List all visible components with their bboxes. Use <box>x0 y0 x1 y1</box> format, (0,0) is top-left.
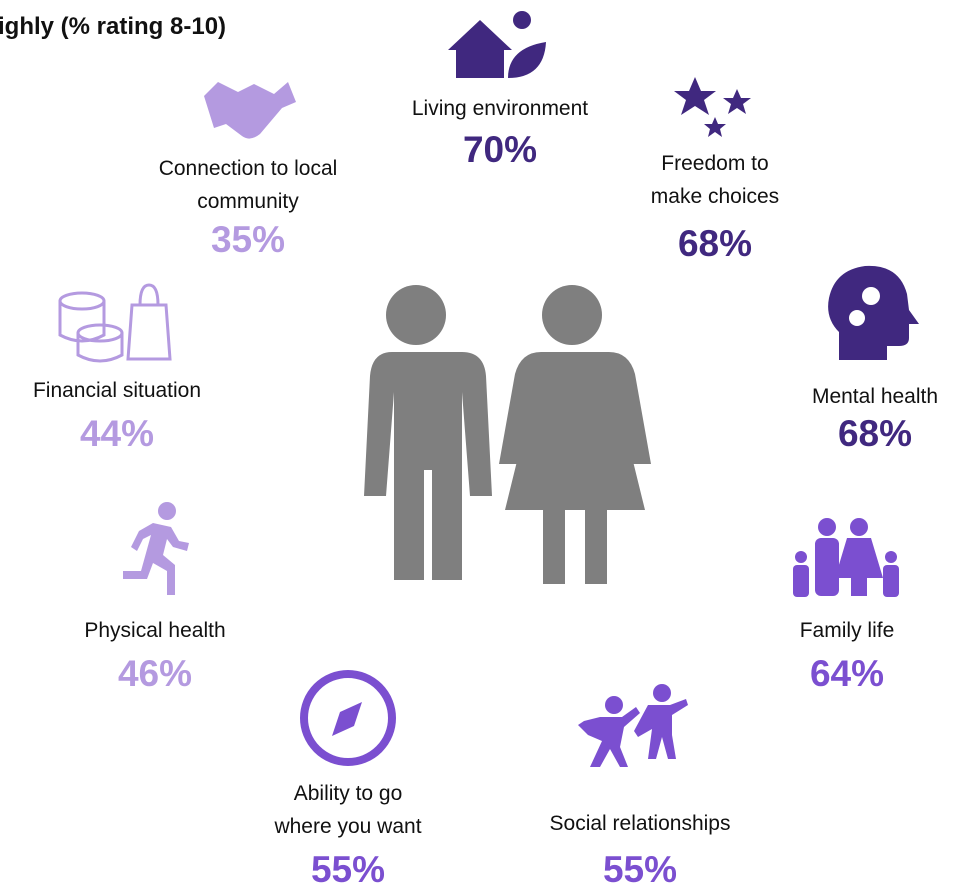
item: Ability to go where you want 55% <box>273 674 421 890</box>
infographic: ighly (% rating 8-10) Living environment… <box>0 0 956 896</box>
item-label: where you want <box>273 815 421 838</box>
item: Connection to local community 35% <box>159 82 338 260</box>
item-value: 35% <box>211 219 285 260</box>
item-label: Social relationships <box>550 812 731 835</box>
item-value: 64% <box>810 653 884 694</box>
item: Physical health 46% <box>84 502 225 694</box>
item-value: 68% <box>678 223 752 264</box>
item: Social relationships 55% <box>550 684 731 890</box>
icon <box>204 82 296 139</box>
icon <box>578 684 688 767</box>
item: Family life 64% <box>793 518 899 694</box>
item-label: Ability to go <box>294 782 403 805</box>
icon <box>828 266 919 360</box>
item-value: 68% <box>838 413 912 454</box>
icon <box>304 674 392 762</box>
icon <box>448 11 546 78</box>
item-label: Freedom to <box>661 152 768 175</box>
item-label: Family life <box>800 619 895 642</box>
item-label: Physical health <box>84 619 225 642</box>
people-figure <box>364 285 651 584</box>
item: Mental health 68% <box>812 266 938 454</box>
icon <box>123 502 189 595</box>
item-value: 55% <box>311 849 385 890</box>
item-label: community <box>197 190 299 213</box>
item-label: Mental health <box>812 385 938 408</box>
item-label: Connection to local <box>159 157 338 180</box>
title: ighly (% rating 8-10) <box>0 13 226 40</box>
icon <box>674 77 751 137</box>
item-label: Living environment <box>412 97 588 120</box>
item-value: 70% <box>463 129 537 170</box>
item: Freedom to make choices 68% <box>651 77 779 264</box>
item-label: make choices <box>651 185 779 208</box>
icon <box>60 285 170 361</box>
icon <box>793 518 899 597</box>
item-value: 44% <box>80 413 154 454</box>
item-value: 46% <box>118 653 192 694</box>
item: Living environment 70% <box>412 11 588 170</box>
item: Financial situation 44% <box>33 285 201 454</box>
item-label: Financial situation <box>33 379 201 402</box>
item-value: 55% <box>603 849 677 890</box>
